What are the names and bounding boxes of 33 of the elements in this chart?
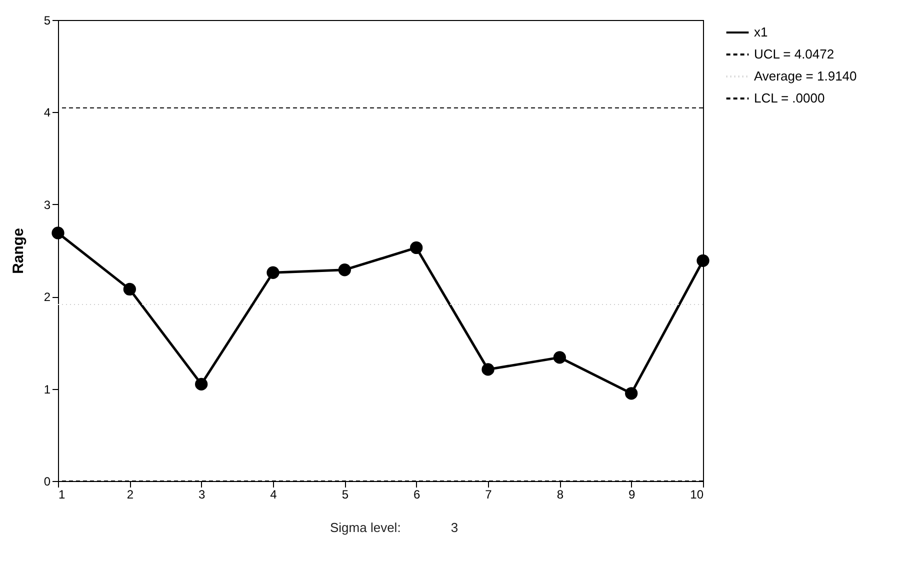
point xyxy=(410,241,423,254)
legend-label: x1 xyxy=(754,24,768,40)
point xyxy=(52,226,64,240)
point xyxy=(123,282,136,296)
y-tick-label: 1 xyxy=(44,382,51,396)
x-tick-label: 7 xyxy=(485,488,492,502)
y-tick-label: 4 xyxy=(44,106,51,120)
x-tick-label: 2 xyxy=(126,488,134,502)
x-tick-label: 1 xyxy=(58,488,66,502)
point xyxy=(195,378,208,391)
point xyxy=(625,387,638,400)
y-tick-label: 2 xyxy=(44,290,51,304)
x-tick-label: 6 xyxy=(413,488,420,502)
point xyxy=(482,363,494,376)
y-tick-label: 5 xyxy=(44,14,51,28)
text: Sigma level: xyxy=(330,520,401,535)
legend-label: UCL = 4.0472 xyxy=(754,46,834,62)
x-tick-label: 3 xyxy=(198,488,206,502)
text: 3 xyxy=(450,520,458,535)
point xyxy=(266,266,280,279)
x-tick-label: 5 xyxy=(342,488,349,502)
x-tick-label: 4 xyxy=(270,488,278,502)
point xyxy=(696,254,710,267)
point xyxy=(338,264,351,276)
point xyxy=(553,351,566,364)
x-tick-label: 8 xyxy=(556,488,564,502)
x-tick-label: 10 xyxy=(690,488,704,502)
y-axis-title: Range xyxy=(10,228,27,274)
legend-label: LCL = .0000 xyxy=(754,90,825,106)
x-tick-label: 9 xyxy=(628,488,636,502)
legend-label: Average = 1.9140 xyxy=(754,68,857,84)
y-tick-label: 3 xyxy=(44,198,51,212)
y-tick-label: 0 xyxy=(44,474,51,488)
